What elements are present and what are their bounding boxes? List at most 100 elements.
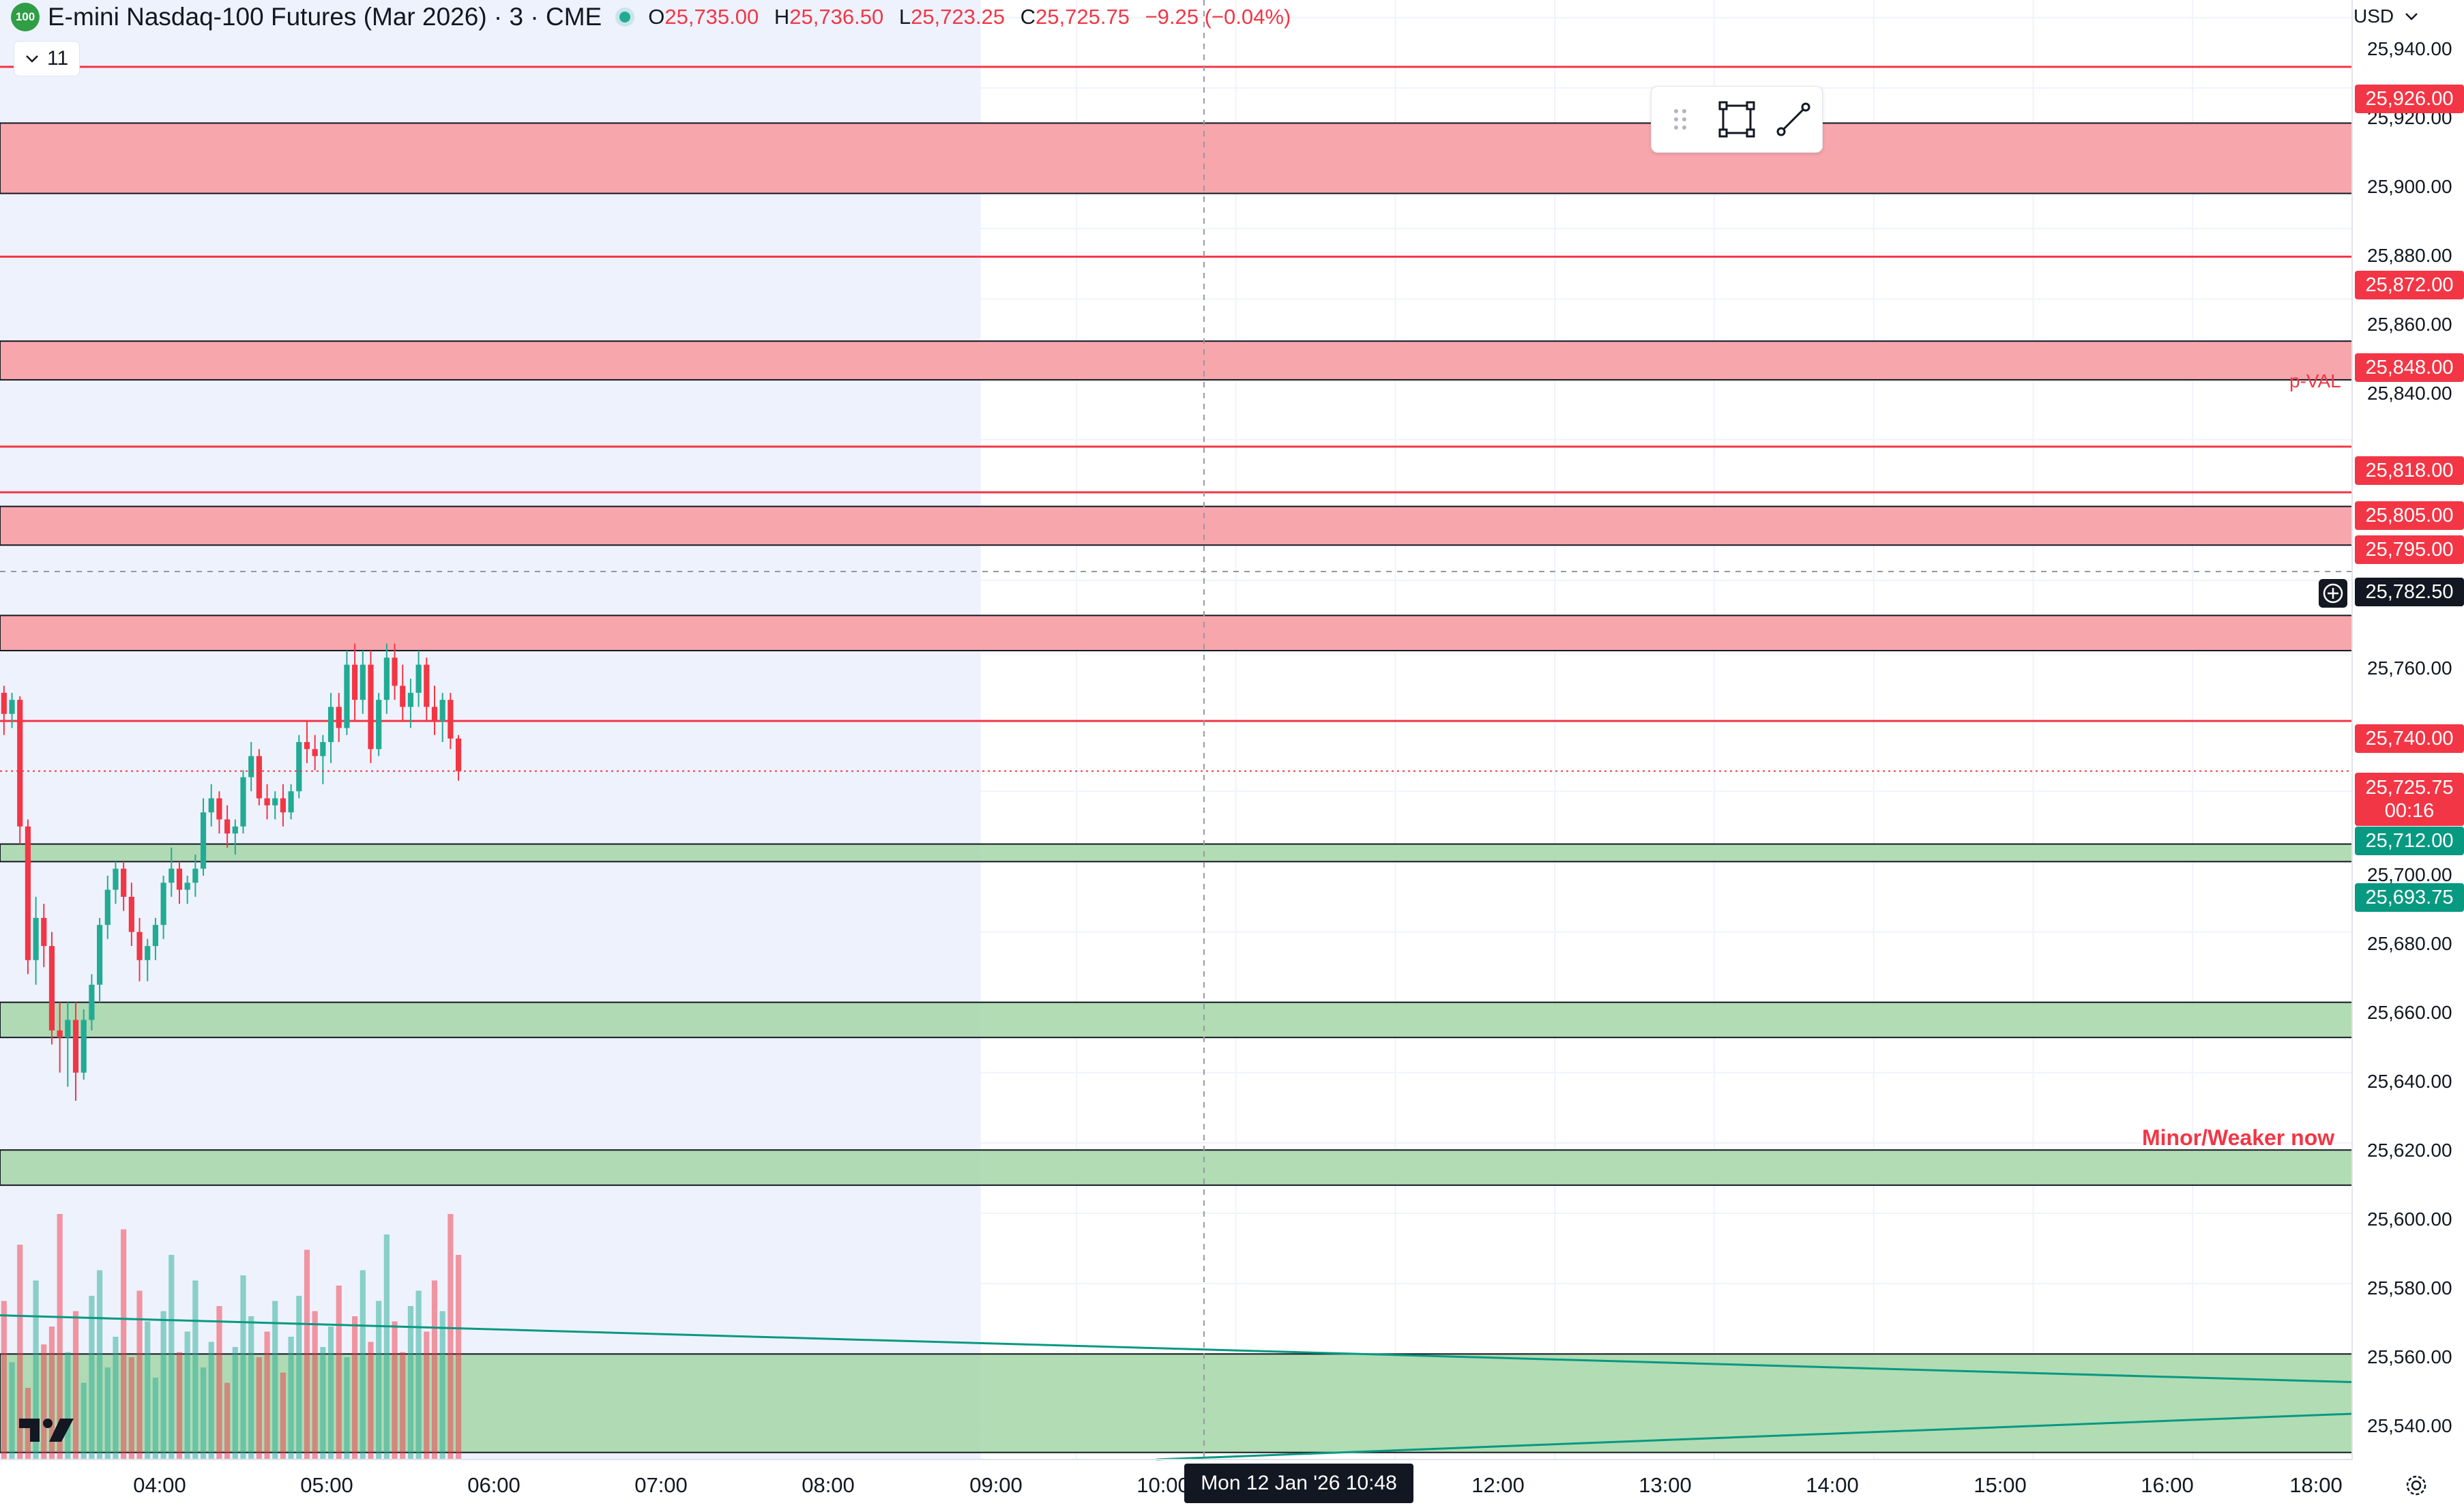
volume-bar [240,1275,246,1459]
close-label: C [1020,5,1036,29]
price-tag-resistance[interactable]: 25,740.00 [2355,724,2464,753]
resistance-zone [0,614,2353,651]
candle-body [296,742,302,792]
candle-body [320,742,326,756]
volume-bar [192,1280,199,1459]
price-tag-resistance[interactable]: 25,818.00 [2355,456,2464,485]
price-axis-label: 25,580.00 [2367,1277,2452,1299]
volume-bar [208,1341,214,1459]
volume-bar [264,1331,270,1459]
trendline [0,1314,2353,1384]
candle-body [41,917,47,947]
tradingview-logo[interactable] [18,1414,76,1446]
trend-line-icon[interactable] [1773,99,1814,140]
market-open-indicator [619,12,631,23]
candle-body [208,798,214,813]
candle-body [80,1020,87,1073]
minor-weaker-annotation[interactable]: Minor/Weaker now [2142,1125,2335,1150]
change-value: −9.25 (−0.04%) [1145,5,1291,29]
candle-body [216,798,222,820]
candle-body [176,868,183,890]
candle-body [232,826,238,834]
price-axis-label: 25,940.00 [2367,38,2452,59]
price-axis-label: 25,540.00 [2367,1415,2452,1436]
low-label: L [898,5,911,29]
volume-bar [327,1326,334,1459]
trendline [1156,1412,2353,1461]
symbol-title[interactable]: E-mini Nasdaq-100 Futures (Mar 2026) · 3… [48,3,602,31]
candle-body [184,883,190,890]
last-price-value: 25,725.75 [2365,777,2454,799]
session-shading [0,0,981,1459]
candle-body [360,664,366,700]
candle-body [48,946,55,1031]
candle-body [304,742,310,750]
low-value: 25,723.25 [911,5,1005,29]
candle-body [400,685,406,707]
price-tag-resistance[interactable]: 25,848.00 [2355,353,2464,382]
last-price-tag[interactable]: 25,725.75 00:16 [2355,773,2464,826]
volume-bar [145,1321,151,1459]
indicators-toggle-button[interactable]: 11 [14,41,80,76]
volume-bar [415,1290,422,1459]
volume-bar [176,1352,183,1459]
candle-body [152,925,159,947]
candle-body [448,700,454,739]
volume-bar [160,1311,166,1459]
symbol-logo[interactable]: 100 [11,3,40,31]
drag-handle-icon[interactable] [1660,99,1701,140]
candle-body [368,664,374,750]
bar-countdown: 00:16 [2384,800,2435,822]
volume-bar [448,1214,454,1459]
candle-body [256,756,262,799]
candle-body [145,946,151,960]
price-tag-resistance[interactable]: 25,872.00 [2355,271,2464,299]
candle-body [121,868,127,897]
price-axis-label: 25,600.00 [2367,1209,2452,1230]
time-axis-label: 10:00 [1136,1473,1190,1497]
time-axis-label: 05:00 [300,1473,353,1497]
price-tag-resistance[interactable]: 25,795.00 [2355,535,2464,564]
time-axis-label: 09:00 [969,1473,1023,1497]
volume-bar [296,1296,302,1459]
time-axis-label: 15:00 [1974,1473,2027,1497]
price-tag-support[interactable]: 25,693.75 [2355,883,2464,912]
high-label: H [774,5,790,29]
candle-body [168,868,175,883]
price-axis-label: 25,560.00 [2367,1346,2452,1367]
settings-gear-icon[interactable] [2404,1473,2429,1498]
pval-annotation[interactable]: p-VAL [2289,370,2341,391]
volume-bar [41,1344,47,1459]
price-tag-resistance[interactable]: 25,926.00 [2355,85,2464,113]
volume-bar [184,1331,190,1459]
volume-bar [136,1290,143,1459]
candle-body [288,791,294,813]
volume-bars [1,1214,462,1459]
candle-body [424,664,430,707]
candle-body [113,868,119,890]
add-alert-icon[interactable] [2318,578,2348,608]
rectangle-icon[interactable] [1716,99,1757,140]
candle-body [65,1020,71,1038]
price-axis-label: 25,860.00 [2367,314,2452,335]
chevron-down-icon [26,55,38,63]
currency-selector[interactable]: USD [2353,0,2456,33]
price-axis-label: 25,760.00 [2367,657,2452,679]
price-axis-label: 25,880.00 [2367,245,2452,266]
volume-bar [320,1347,326,1459]
candle-body [264,798,270,805]
candle-body [160,883,166,925]
time-axis-label: 04:00 [133,1473,186,1497]
open-value: 25,735.00 [664,5,759,29]
time-axis-label: 06:00 [467,1473,520,1497]
volume-bar [248,1316,254,1459]
candle-body [280,798,287,813]
price-tag-resistance[interactable]: 25,805.00 [2355,501,2464,530]
candle-body [104,889,111,925]
candle-body [312,749,318,756]
price-tag-support[interactable]: 25,712.00 [2355,827,2464,855]
candle-body [97,925,103,985]
price-axis-label: 25,900.00 [2367,176,2452,197]
volume-bar [17,1245,23,1459]
